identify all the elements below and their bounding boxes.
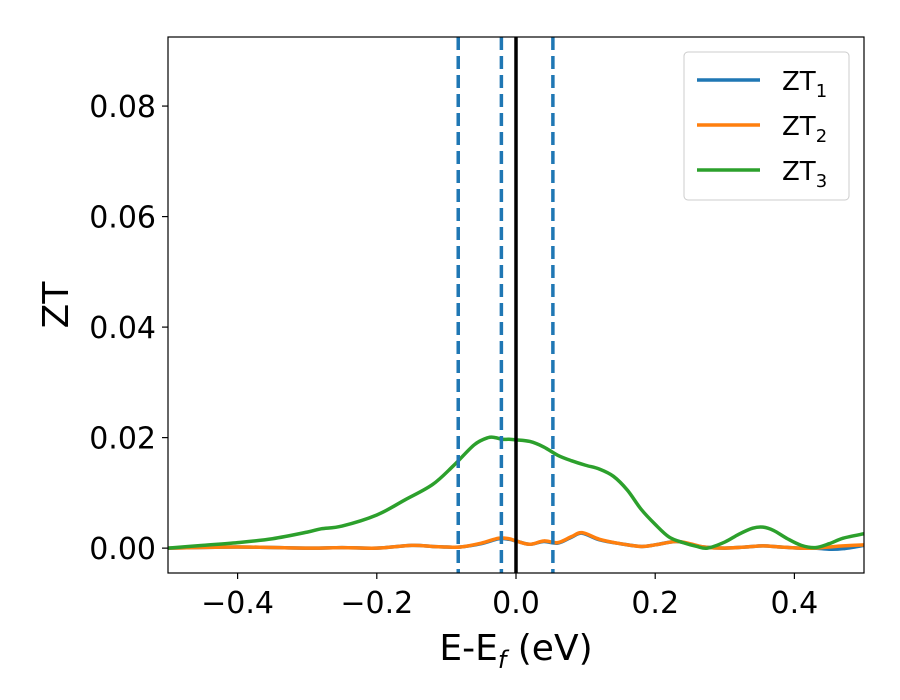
x-axis-ticks: −0.4 −0.2 0.0 0.2 0.4	[201, 573, 818, 621]
y-tick-label: 0.04	[89, 311, 156, 346]
x-tick-label: −0.2	[340, 586, 413, 621]
y-tick-label: 0.08	[89, 90, 156, 125]
legend-label-zt2: ZT2	[782, 112, 827, 147]
series-line-zt2	[168, 530, 864, 551]
x-tick-label: 0.2	[631, 586, 679, 621]
x-axis-title: E-Ef (eV)	[439, 628, 592, 674]
series-line-zt3	[168, 435, 864, 551]
y-axis-title: ZT	[36, 281, 77, 329]
legend-frame	[683, 51, 850, 201]
y-axis-ticks: 0.00 0.02 0.04 0.06 0.08	[89, 90, 168, 567]
x-tick-label: 0.4	[771, 586, 819, 621]
x-tick-label: −0.4	[201, 586, 274, 621]
x-tick-label: 0.0	[492, 586, 540, 621]
y-tick-label: 0.02	[89, 422, 156, 457]
series-layer	[168, 435, 864, 552]
y-tick-label: 0.06	[89, 201, 156, 236]
legend: ZT1 ZT2 ZT3	[683, 51, 850, 201]
legend-label-zt3: ZT3	[782, 157, 827, 192]
y-tick-label: 0.00	[89, 532, 156, 567]
legend-label-zt1: ZT1	[782, 67, 827, 102]
reference-lines	[456, 37, 555, 573]
